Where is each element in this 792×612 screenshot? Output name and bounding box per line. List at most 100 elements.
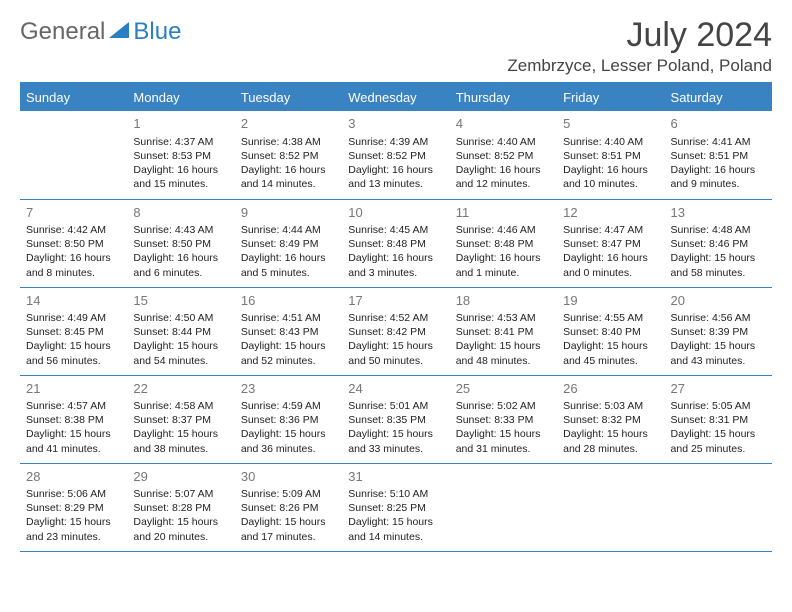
day-number: 12	[563, 204, 658, 222]
calendar-cell: 2Sunrise: 4:38 AMSunset: 8:52 PMDaylight…	[235, 111, 342, 199]
calendar-row: 1Sunrise: 4:37 AMSunset: 8:53 PMDaylight…	[20, 111, 772, 199]
daylight-text: Daylight: 16 hours and 10 minutes.	[563, 163, 658, 191]
sunset-text: Sunset: 8:33 PM	[456, 413, 551, 427]
location-text: Zembrzyce, Lesser Poland, Poland	[507, 56, 772, 76]
daylight-text: Daylight: 15 hours and 52 minutes.	[241, 339, 336, 367]
sunrise-text: Sunrise: 5:06 AM	[26, 487, 121, 501]
calendar-row: 7Sunrise: 4:42 AMSunset: 8:50 PMDaylight…	[20, 199, 772, 287]
calendar-cell: 16Sunrise: 4:51 AMSunset: 8:43 PMDayligh…	[235, 287, 342, 375]
calendar-cell: 9Sunrise: 4:44 AMSunset: 8:49 PMDaylight…	[235, 199, 342, 287]
day-number: 11	[456, 204, 551, 222]
calendar-cell: 4Sunrise: 4:40 AMSunset: 8:52 PMDaylight…	[450, 111, 557, 199]
daylight-text: Daylight: 15 hours and 50 minutes.	[348, 339, 443, 367]
weekday-header: Monday	[127, 83, 234, 111]
calendar-cell: 26Sunrise: 5:03 AMSunset: 8:32 PMDayligh…	[557, 375, 664, 463]
daylight-text: Daylight: 16 hours and 13 minutes.	[348, 163, 443, 191]
sunset-text: Sunset: 8:49 PM	[241, 237, 336, 251]
daylight-text: Daylight: 15 hours and 54 minutes.	[133, 339, 228, 367]
sunset-text: Sunset: 8:32 PM	[563, 413, 658, 427]
sunrise-text: Sunrise: 5:10 AM	[348, 487, 443, 501]
calendar-cell: 11Sunrise: 4:46 AMSunset: 8:48 PMDayligh…	[450, 199, 557, 287]
logo-text-2: Blue	[133, 18, 181, 46]
sunrise-text: Sunrise: 5:03 AM	[563, 399, 658, 413]
sunset-text: Sunset: 8:26 PM	[241, 501, 336, 515]
weekday-header: Friday	[557, 83, 664, 111]
day-number: 5	[563, 115, 658, 133]
daylight-text: Daylight: 15 hours and 23 minutes.	[26, 515, 121, 543]
sunrise-text: Sunrise: 4:50 AM	[133, 311, 228, 325]
daylight-text: Daylight: 16 hours and 5 minutes.	[241, 251, 336, 279]
weekday-header: Tuesday	[235, 83, 342, 111]
daylight-text: Daylight: 15 hours and 17 minutes.	[241, 515, 336, 543]
triangle-icon	[109, 22, 129, 43]
daylight-text: Daylight: 15 hours and 31 minutes.	[456, 427, 551, 455]
calendar-cell: 25Sunrise: 5:02 AMSunset: 8:33 PMDayligh…	[450, 375, 557, 463]
daylight-text: Daylight: 15 hours and 45 minutes.	[563, 339, 658, 367]
sunrise-text: Sunrise: 4:37 AM	[133, 135, 228, 149]
day-number: 26	[563, 380, 658, 398]
daylight-text: Daylight: 15 hours and 41 minutes.	[26, 427, 121, 455]
daylight-text: Daylight: 15 hours and 33 minutes.	[348, 427, 443, 455]
calendar-cell: 10Sunrise: 4:45 AMSunset: 8:48 PMDayligh…	[342, 199, 449, 287]
day-number: 25	[456, 380, 551, 398]
day-number: 31	[348, 468, 443, 486]
day-number: 29	[133, 468, 228, 486]
calendar-cell-empty	[20, 111, 127, 199]
calendar-cell: 1Sunrise: 4:37 AMSunset: 8:53 PMDaylight…	[127, 111, 234, 199]
calendar-cell-empty	[557, 463, 664, 551]
calendar-cell: 19Sunrise: 4:55 AMSunset: 8:40 PMDayligh…	[557, 287, 664, 375]
calendar-cell: 8Sunrise: 4:43 AMSunset: 8:50 PMDaylight…	[127, 199, 234, 287]
sunrise-text: Sunrise: 4:51 AM	[241, 311, 336, 325]
logo: General Blue	[20, 18, 181, 46]
sunrise-text: Sunrise: 4:40 AM	[456, 135, 551, 149]
sunrise-text: Sunrise: 4:57 AM	[26, 399, 121, 413]
sunrise-text: Sunrise: 4:44 AM	[241, 223, 336, 237]
day-number: 30	[241, 468, 336, 486]
calendar-cell: 14Sunrise: 4:49 AMSunset: 8:45 PMDayligh…	[20, 287, 127, 375]
calendar-cell: 17Sunrise: 4:52 AMSunset: 8:42 PMDayligh…	[342, 287, 449, 375]
calendar-cell: 7Sunrise: 4:42 AMSunset: 8:50 PMDaylight…	[20, 199, 127, 287]
sunrise-text: Sunrise: 4:55 AM	[563, 311, 658, 325]
calendar-body: 1Sunrise: 4:37 AMSunset: 8:53 PMDaylight…	[20, 111, 772, 551]
daylight-text: Daylight: 16 hours and 8 minutes.	[26, 251, 121, 279]
day-number: 15	[133, 292, 228, 310]
sunset-text: Sunset: 8:35 PM	[348, 413, 443, 427]
calendar-cell: 22Sunrise: 4:58 AMSunset: 8:37 PMDayligh…	[127, 375, 234, 463]
calendar-cell: 6Sunrise: 4:41 AMSunset: 8:51 PMDaylight…	[665, 111, 772, 199]
calendar-cell: 29Sunrise: 5:07 AMSunset: 8:28 PMDayligh…	[127, 463, 234, 551]
sunrise-text: Sunrise: 4:59 AM	[241, 399, 336, 413]
sunrise-text: Sunrise: 4:45 AM	[348, 223, 443, 237]
title-block: July 2024 Zembrzyce, Lesser Poland, Pola…	[507, 18, 772, 76]
sunrise-text: Sunrise: 4:43 AM	[133, 223, 228, 237]
sunrise-text: Sunrise: 4:53 AM	[456, 311, 551, 325]
day-number: 2	[241, 115, 336, 133]
daylight-text: Daylight: 15 hours and 48 minutes.	[456, 339, 551, 367]
sunset-text: Sunset: 8:47 PM	[563, 237, 658, 251]
sunrise-text: Sunrise: 4:46 AM	[456, 223, 551, 237]
calendar-cell: 18Sunrise: 4:53 AMSunset: 8:41 PMDayligh…	[450, 287, 557, 375]
daylight-text: Daylight: 15 hours and 14 minutes.	[348, 515, 443, 543]
sunset-text: Sunset: 8:36 PM	[241, 413, 336, 427]
calendar-cell: 27Sunrise: 5:05 AMSunset: 8:31 PMDayligh…	[665, 375, 772, 463]
daylight-text: Daylight: 15 hours and 36 minutes.	[241, 427, 336, 455]
day-number: 3	[348, 115, 443, 133]
sunset-text: Sunset: 8:48 PM	[456, 237, 551, 251]
day-number: 1	[133, 115, 228, 133]
sunset-text: Sunset: 8:38 PM	[26, 413, 121, 427]
weekday-header: Wednesday	[342, 83, 449, 111]
sunrise-text: Sunrise: 4:58 AM	[133, 399, 228, 413]
logo-text-1: General	[20, 18, 105, 46]
day-number: 9	[241, 204, 336, 222]
day-number: 22	[133, 380, 228, 398]
calendar-cell: 28Sunrise: 5:06 AMSunset: 8:29 PMDayligh…	[20, 463, 127, 551]
sunrise-text: Sunrise: 4:42 AM	[26, 223, 121, 237]
day-number: 8	[133, 204, 228, 222]
sunset-text: Sunset: 8:51 PM	[563, 149, 658, 163]
calendar-cell: 31Sunrise: 5:10 AMSunset: 8:25 PMDayligh…	[342, 463, 449, 551]
sunset-text: Sunset: 8:25 PM	[348, 501, 443, 515]
sunrise-text: Sunrise: 4:49 AM	[26, 311, 121, 325]
sunset-text: Sunset: 8:39 PM	[671, 325, 766, 339]
sunrise-text: Sunrise: 4:56 AM	[671, 311, 766, 325]
calendar-cell: 23Sunrise: 4:59 AMSunset: 8:36 PMDayligh…	[235, 375, 342, 463]
daylight-text: Daylight: 15 hours and 58 minutes.	[671, 251, 766, 279]
